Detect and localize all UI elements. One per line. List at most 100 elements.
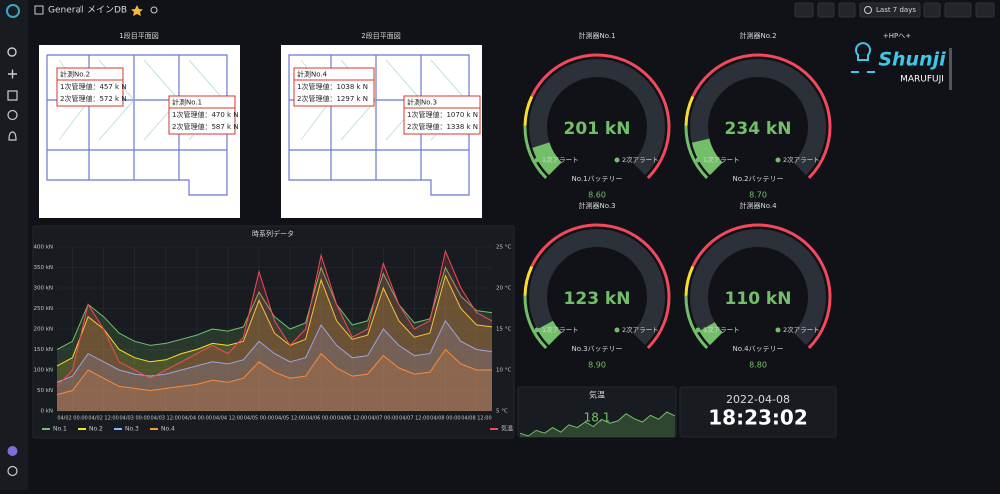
help-icon[interactable] [7,465,18,477]
alert-label: 1次アラート [542,155,579,164]
save-button[interactable] [817,2,835,18]
floorplan-drawing [288,54,470,196]
floorplan-title: 1段目平面図 [119,31,158,40]
callout-line: 1次管理値：457 k N [60,82,127,91]
gauge-threshold [523,95,534,126]
series-line [56,348,492,396]
time-picker[interactable] [859,2,921,18]
settings-button[interactable] [838,2,856,18]
gauge-threshold [691,223,832,349]
y-tick-label: 250 kN [33,306,53,312]
scrollbar [949,48,952,90]
explore-icon[interactable] [7,109,18,121]
battery-title: No.3バッテリー [571,345,622,353]
zoom-out-button[interactable] [923,2,941,18]
floorplan-drawing [46,54,228,196]
y-tick-label: 400 kN [33,245,53,251]
create-icon[interactable] [8,69,17,79]
gauge-threshold [523,125,548,179]
sidebar [0,0,28,490]
battery-title: No.1バッテリー [571,175,622,183]
callout-box [403,95,481,135]
legend-label: No.2 [89,426,103,433]
series-line [56,319,493,383]
x-tick-label: 04/03 00:00 [119,416,149,422]
gauge-title: 計測器No.1 [578,31,615,40]
callout-line: 2次管理値：572 k N [60,94,127,103]
series-line [56,265,493,350]
callout-name: 計測No.2 [60,70,90,79]
gauge-value: 123 kN [564,289,631,309]
gauge-threshold [691,53,832,179]
gauge-value: 110 kN [725,289,792,309]
gauge-track [690,59,826,176]
sparkline-line [519,411,676,437]
x-tick-label: 04/08 00:00 [430,416,460,422]
x-tick-label: 04/07 12:00 [399,416,429,422]
gauge-title: 計測器No.2 [739,31,776,40]
y-tick-label: 0 kN [40,409,53,415]
dashboards-icon[interactable] [7,90,18,101]
gauge-threshold [684,265,695,296]
x-tick-label: 04/06 00:00 [306,416,336,422]
y-tick-label: 350 kN [33,265,53,271]
y2-tick-label: 15 °C [496,327,511,333]
refresh-button[interactable] [944,2,972,18]
clock-date: 2022-04-08 [726,393,790,406]
gauge-track [529,59,665,176]
breadcrumb-separator: / [78,6,82,16]
y-tick-label: 100 kN [33,368,53,374]
alert-icon [534,327,540,333]
user-avatar[interactable] [7,446,18,456]
alert-label: 1次アラート [542,325,579,334]
callout-line: 2次管理値：587 k N [172,122,239,131]
add-panel-button[interactable] [794,2,814,18]
callout-line: 2次管理値：1297 k N [297,94,368,103]
breadcrumb-folder[interactable]: General [48,6,83,16]
alert-icon [695,327,701,333]
gauge-title: 計測器No.3 [578,201,615,210]
battery-title: No.4バッテリー [732,345,783,353]
alert-icon [695,157,701,163]
x-tick-label: 04/07 00:00 [368,416,398,422]
gauge-fill [699,321,723,346]
alert-label: 2次アラート [622,325,659,334]
hp-link[interactable]: +HPへ+ [883,32,911,40]
breadcrumb-dashboard[interactable]: メインDB [87,6,127,16]
gauge-fill [532,141,562,176]
y2-tick-label: 20 °C [496,286,511,292]
star-icon[interactable] [131,5,143,16]
logo-name: Shunji [878,49,946,71]
series-area [57,275,492,411]
alert-icon [614,157,620,163]
series-area [57,349,492,411]
alerting-icon[interactable] [8,131,17,141]
clock-icon [864,6,872,14]
series-line [56,274,493,367]
battery-value: 8.60 [588,191,606,200]
gauge-value: 234 kN [725,119,792,139]
gauge-fill [691,138,723,176]
tv-mode-button[interactable] [975,2,995,18]
x-tick-label: 04/03 12:00 [151,416,181,422]
x-tick-label: 04/05 00:00 [244,416,274,422]
gauge-threshold [530,53,671,179]
callout-box [168,95,236,135]
y2-tick-label: 25 °C [496,245,511,251]
alert-label: 1次アラート [703,155,740,164]
x-tick-label: 04/04 00:00 [182,416,212,422]
series-line [56,249,493,387]
callout-name: 計測No.4 [297,70,328,79]
legend-label: No.3 [125,426,139,433]
gauge-threshold [684,95,695,126]
search-icon[interactable] [7,47,17,57]
grafana-logo[interactable] [6,4,20,18]
share-icon[interactable] [150,6,158,14]
clock-time: 18:23:02 [708,406,808,430]
callout-line: 1次管理値：1070 k N [407,110,478,119]
alert-icon [614,327,620,333]
y-tick-label: 300 kN [33,286,53,292]
callout-line: 1次管理値：470 k N [172,110,239,119]
callout-box [293,67,375,107]
callout-name: 計測No.3 [407,98,437,107]
